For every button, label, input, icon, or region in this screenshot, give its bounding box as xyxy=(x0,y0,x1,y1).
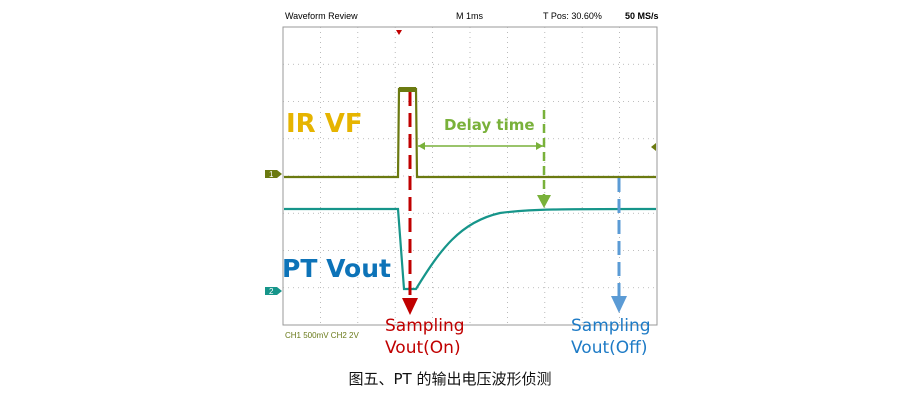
channel-settings-readout: CH1 500mV CH2 2V xyxy=(285,331,359,340)
pt-vout-label: PT Vout xyxy=(282,254,391,283)
sampling-off-label-line2: Vout(Off) xyxy=(571,338,648,358)
scope-title: Waveform Review xyxy=(285,11,358,21)
sampling-on-label-line1: Sampling xyxy=(385,316,465,336)
ch2-marker-label: 2 xyxy=(269,287,274,296)
trigger-level-icon xyxy=(651,143,656,151)
ch1-marker-icon xyxy=(265,170,282,178)
sampling-off-label-line1: Sampling xyxy=(571,316,651,336)
ir-vf-label: IR VF xyxy=(286,109,363,139)
trigger-position-readout: T Pos: 30.60% xyxy=(543,11,602,21)
timebase-readout: M 1ms xyxy=(456,11,483,21)
delay-end-arrow-icon xyxy=(537,195,551,208)
ch1-marker-label: 1 xyxy=(269,170,274,179)
ch1-pulse-cap xyxy=(399,87,416,92)
ch2-trace xyxy=(284,207,657,291)
sampling-on-label-line2: Vout(On) xyxy=(385,338,461,358)
delay-left-arrow-icon xyxy=(418,142,425,150)
ch2-marker-icon xyxy=(265,287,282,295)
sample-rate-readout: 50 MS/s xyxy=(625,11,659,21)
delay-right-arrow-icon xyxy=(536,142,543,150)
sampling-on-arrow-icon xyxy=(402,298,418,315)
figure-caption: 图五、PT 的输出电压波形侦测 xyxy=(348,370,552,388)
delay-time-label: Delay time xyxy=(444,116,535,134)
sampling-off-arrow-icon xyxy=(611,296,627,313)
trigger-marker-icon xyxy=(396,30,402,35)
